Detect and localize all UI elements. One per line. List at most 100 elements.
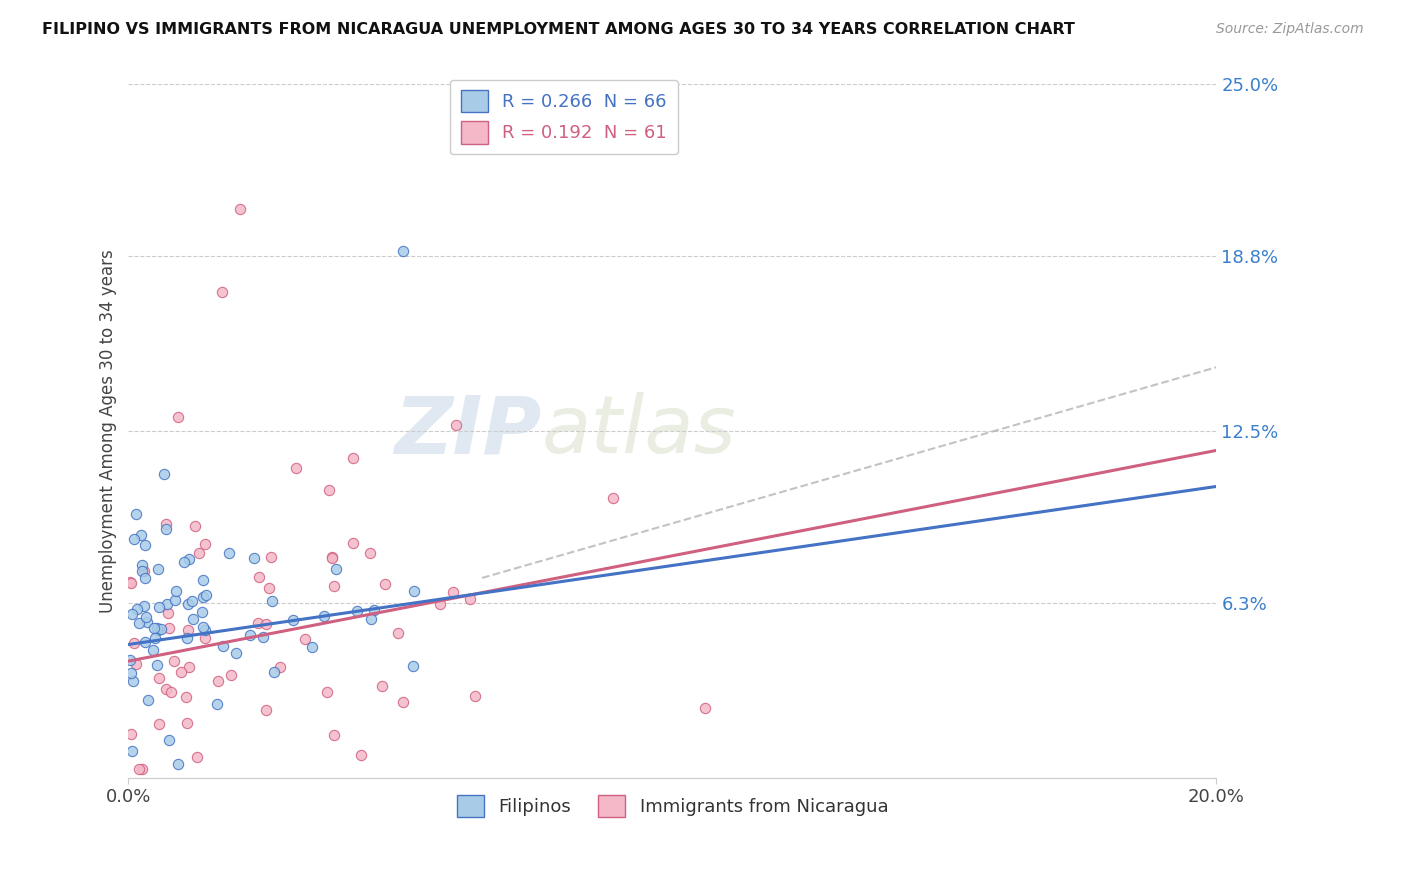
Point <box>170 665 193 679</box>
Point <box>183 519 205 533</box>
Point <box>179 551 201 566</box>
Point <box>254 616 277 631</box>
Point <box>128 615 150 630</box>
Point <box>121 744 143 758</box>
Point <box>260 549 283 564</box>
Text: Source: ZipAtlas.com: Source: ZipAtlas.com <box>1216 22 1364 37</box>
Point <box>342 535 364 549</box>
Point <box>156 597 179 611</box>
Point <box>301 640 323 654</box>
Point <box>374 577 396 591</box>
Point <box>315 685 337 699</box>
Point <box>131 558 153 573</box>
Point <box>194 624 217 638</box>
Point <box>402 659 425 673</box>
Point <box>404 583 426 598</box>
Point <box>323 579 346 593</box>
Point <box>148 600 170 615</box>
Text: FILIPINO VS IMMIGRANTS FROM NICARAGUA UNEMPLOYMENT AMONG AGES 30 TO 34 YEARS COR: FILIPINO VS IMMIGRANTS FROM NICARAGUA UN… <box>42 22 1076 37</box>
Point <box>166 409 188 424</box>
Point <box>135 615 157 629</box>
Point <box>131 762 153 776</box>
Point <box>125 507 148 521</box>
Point <box>392 695 415 709</box>
Point <box>321 549 343 564</box>
Point <box>176 716 198 731</box>
Point <box>363 603 385 617</box>
Point <box>122 673 145 688</box>
Point <box>134 571 156 585</box>
Point <box>146 562 169 576</box>
Point <box>314 608 336 623</box>
Point <box>207 673 229 688</box>
Point <box>163 654 186 668</box>
Point <box>247 616 270 631</box>
Point <box>359 546 381 560</box>
Point <box>120 727 142 741</box>
Point <box>145 621 167 635</box>
Point <box>157 733 180 747</box>
Text: ZIP: ZIP <box>395 392 541 470</box>
Point <box>257 582 280 596</box>
Point <box>281 613 304 627</box>
Point <box>121 607 143 622</box>
Point <box>249 570 271 584</box>
Point <box>142 643 165 657</box>
Point <box>186 750 208 764</box>
Point <box>181 612 204 626</box>
Point <box>122 533 145 547</box>
Point <box>134 538 156 552</box>
Point <box>177 660 200 674</box>
Point <box>136 693 159 707</box>
Point <box>177 597 200 611</box>
Point <box>464 690 486 704</box>
Point <box>120 575 142 590</box>
Point <box>159 621 181 635</box>
Point <box>325 562 347 576</box>
Point <box>167 756 190 771</box>
Point <box>132 599 155 614</box>
Point <box>181 594 204 608</box>
Point <box>387 626 409 640</box>
Point <box>695 701 717 715</box>
Point <box>129 527 152 541</box>
Point <box>191 620 214 634</box>
Point <box>262 594 284 608</box>
Point <box>176 632 198 646</box>
Point <box>239 627 262 641</box>
Point <box>145 631 167 645</box>
Point <box>322 728 344 742</box>
Point <box>118 574 141 589</box>
Point <box>159 685 181 699</box>
Point <box>149 623 172 637</box>
Point <box>392 244 415 258</box>
Point <box>125 602 148 616</box>
Point <box>221 667 243 681</box>
Point <box>350 748 373 763</box>
Point <box>155 517 177 532</box>
Point <box>228 202 250 217</box>
Point <box>143 621 166 635</box>
Point <box>191 573 214 587</box>
Point <box>321 551 343 566</box>
Point <box>135 609 157 624</box>
Point <box>148 716 170 731</box>
Point <box>269 659 291 673</box>
Point <box>243 551 266 566</box>
Point <box>294 632 316 646</box>
Point <box>205 697 228 711</box>
Point <box>174 690 197 704</box>
Point <box>194 537 217 551</box>
Point <box>318 483 340 497</box>
Y-axis label: Unemployment Among Ages 30 to 34 years: Unemployment Among Ages 30 to 34 years <box>100 249 117 613</box>
Point <box>122 636 145 650</box>
Point <box>131 565 153 579</box>
Point <box>190 605 212 619</box>
Point <box>145 657 167 672</box>
Point <box>211 285 233 300</box>
Point <box>120 652 142 666</box>
Point <box>153 467 176 481</box>
Point <box>128 762 150 776</box>
Point <box>460 592 482 607</box>
Point <box>444 418 467 433</box>
